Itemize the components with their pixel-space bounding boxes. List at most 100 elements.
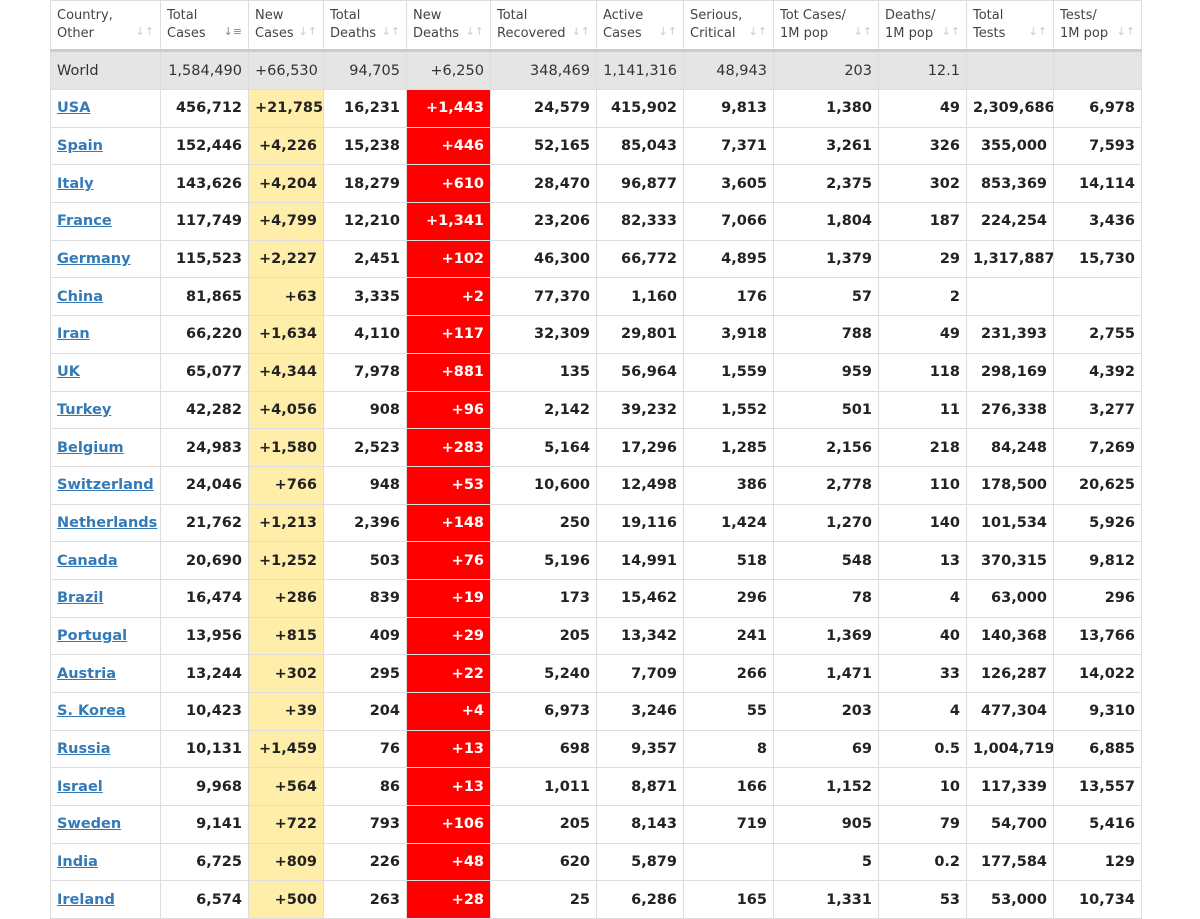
total-cases-cell: 42,282 — [160, 390, 249, 430]
header-label-line2: Other — [57, 26, 94, 41]
table-row: Ireland 6,574 +500 263 +28 25 6,286 165 1,331 53 5… — [50, 880, 1142, 919]
column-header-total-tests[interactable]: Total Tests ↓↑ — [966, 0, 1054, 52]
column-header-total-recovered[interactable]: Total Recovered ↓↑ — [490, 0, 597, 52]
total-cases-cell: 117,749 — [160, 202, 249, 241]
country-link[interactable]: Netherlands — [57, 514, 158, 531]
table-row: France 117,749 +4,799 12,210 +1,341 23,206 82,… — [50, 202, 1142, 241]
new-deaths-cell: +48 — [406, 842, 491, 882]
sort-icon[interactable]: ↓↑ — [941, 25, 960, 38]
total-cases-cell: 152,446 — [160, 126, 249, 166]
country-link[interactable]: Switzerland — [57, 477, 154, 494]
total-cases-cell: 16,474 — [160, 578, 249, 618]
sort-icon[interactable]: ↓↑ — [1116, 25, 1135, 38]
new-cases-cell: +4,204 — [248, 164, 324, 204]
sort-icon[interactable]: ↓↑ — [465, 25, 484, 38]
country-cell: Russia — [50, 729, 161, 769]
total-deaths-cell: 839 — [323, 578, 407, 618]
deaths-per-1m-cell: 11 — [878, 390, 967, 430]
total-tests-cell: 1,317,887 — [966, 239, 1054, 279]
sort-icon[interactable]: ↓↑ — [298, 25, 317, 38]
column-header-cases-per-1m[interactable]: Tot Cases/1M pop ↓↑ — [773, 0, 879, 52]
header-label-line1: Active — [603, 8, 644, 23]
new-deaths-cell: +29 — [406, 616, 491, 656]
country-link[interactable]: Russia — [57, 741, 111, 758]
total-recovered-cell: 173 — [490, 578, 597, 618]
country-link[interactable]: Israel — [57, 778, 103, 795]
country-link[interactable]: Sweden — [57, 816, 122, 833]
new-cases-cell: +815 — [248, 616, 324, 656]
sort-icon[interactable]: ↓↑ — [571, 25, 590, 38]
sort-icon[interactable]: ↓↑ — [1028, 25, 1047, 38]
column-header-total-deaths[interactable]: Total Deaths ↓↑ — [323, 0, 407, 52]
tests-per-1m-cell — [1053, 50, 1142, 90]
total-deaths-cell: 16,231 — [323, 89, 407, 128]
header-label-line1: Total — [167, 8, 198, 23]
country-link[interactable]: Ireland — [57, 891, 115, 908]
column-header-new-deaths[interactable]: New Deaths ↓↑ — [406, 0, 491, 52]
country-link[interactable]: UK — [57, 364, 81, 381]
total-cases-cell: 20,690 — [160, 541, 249, 580]
total-recovered-cell: 205 — [490, 805, 597, 844]
table-row: Russia 10,131 +1,459 76 +13 698 9,357 8 69 0.5 1,0… — [50, 729, 1142, 769]
new-cases-cell: +1,459 — [248, 729, 324, 769]
column-header-country[interactable]: Country, Other ↓↑ — [50, 0, 161, 52]
column-header-serious-critical[interactable]: Serious, Critical ↓↑ — [683, 0, 774, 52]
column-header-active-cases[interactable]: Active Cases ↓↑ — [596, 0, 684, 52]
country-link[interactable]: USA — [57, 100, 91, 117]
tests-per-1m-cell: 7,593 — [1053, 126, 1142, 166]
new-cases-cell: +722 — [248, 805, 324, 844]
sort-icon[interactable]: ↓↑ — [381, 25, 400, 38]
country-link[interactable]: India — [57, 854, 98, 871]
country-cell: World — [50, 50, 161, 90]
new-cases-cell: +1,634 — [248, 315, 324, 354]
country-link[interactable]: China — [57, 288, 104, 305]
cases-per-1m-cell: 959 — [773, 352, 879, 392]
total-tests-cell: 63,000 — [966, 578, 1054, 618]
sort-icon[interactable]: ↓↑ — [658, 25, 677, 38]
column-header-new-cases[interactable]: New Cases ↓↑ — [248, 0, 324, 52]
country-link[interactable]: Austria — [57, 665, 117, 682]
serious-critical-cell: 3,918 — [683, 315, 774, 354]
country-link[interactable]: Portugal — [57, 627, 128, 644]
total-recovered-cell: 5,164 — [490, 428, 597, 467]
sort-icon[interactable]: ↓↑ — [748, 25, 767, 38]
sort-icon[interactable]: ↓↑ — [853, 25, 872, 38]
cases-per-1m-cell: 1,270 — [773, 503, 879, 543]
active-cases-cell: 1,160 — [596, 277, 684, 317]
country-link[interactable]: S. Korea — [57, 703, 126, 720]
deaths-per-1m-cell: 53 — [878, 880, 967, 919]
new-deaths-cell: +13 — [406, 767, 491, 807]
country-link[interactable]: Turkey — [57, 401, 112, 418]
tests-per-1m-cell: 13,766 — [1053, 616, 1142, 656]
table-row: Belgium 24,983 +1,580 2,523 +283 5,164 17,296 1… — [50, 428, 1142, 467]
total-recovered-cell: 205 — [490, 616, 597, 656]
country-link[interactable]: Spain — [57, 138, 103, 155]
table-row: Canada 20,690 +1,252 503 +76 5,196 14,991 518 54… — [50, 541, 1142, 580]
sort-desc-icon[interactable]: ↓≡ — [223, 25, 242, 38]
header-label-line2: 1M pop — [780, 26, 829, 41]
column-header-total-cases[interactable]: Total Cases ↓≡ — [160, 0, 249, 52]
table-row: Sweden 9,141 +722 793 +106 205 8,143 719 905 79 54… — [50, 805, 1142, 844]
header-label-line1: Country, — [57, 8, 113, 23]
total-tests-cell: 117,339 — [966, 767, 1054, 807]
tests-per-1m-cell: 13,557 — [1053, 767, 1142, 807]
deaths-per-1m-cell: 29 — [878, 239, 967, 279]
column-header-tests-per-1m[interactable]: Tests/1M pop ↓↑ — [1053, 0, 1142, 52]
country-link[interactable]: Italy — [57, 175, 94, 192]
country-link[interactable]: Germany — [57, 251, 131, 268]
sort-icon[interactable]: ↓↑ — [135, 25, 154, 38]
total-recovered-cell: 2,142 — [490, 390, 597, 430]
country-link[interactable]: France — [57, 213, 112, 230]
column-header-deaths-per-1m[interactable]: Deaths/1M pop ↓↑ — [878, 0, 967, 52]
table-row: Iran 66,220 +1,634 4,110 +117 32,309 29,801 3,9… — [50, 315, 1142, 354]
country-link[interactable]: Canada — [57, 552, 118, 569]
total-tests-cell: 231,393 — [966, 315, 1054, 354]
country-link[interactable]: Brazil — [57, 590, 104, 607]
deaths-per-1m-cell: 118 — [878, 352, 967, 392]
country-link[interactable]: Belgium — [57, 439, 124, 456]
active-cases-cell: 29,801 — [596, 315, 684, 354]
header-label-line1: Total — [973, 8, 1004, 23]
country-link[interactable]: Iran — [57, 326, 90, 343]
new-deaths-cell: +6,250 — [406, 50, 491, 90]
new-deaths-cell: +19 — [406, 578, 491, 618]
